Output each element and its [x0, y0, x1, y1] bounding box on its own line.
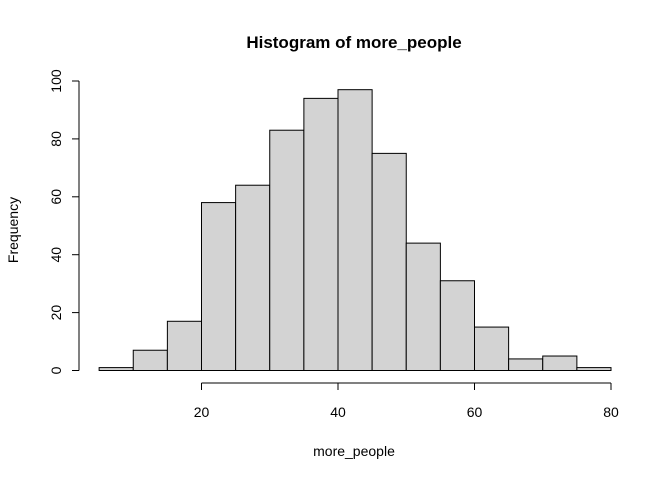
chart-title: Histogram of more_people [246, 33, 461, 52]
y-tick-label: 40 [48, 247, 64, 263]
histogram-bar [235, 184, 271, 371]
histogram-bar [337, 89, 373, 371]
histogram-bar [474, 326, 510, 372]
x-axis: 20 40 60 80 [194, 382, 619, 420]
histogram-bar [303, 97, 339, 372]
y-axis: 0 20 40 60 80 100 [48, 69, 80, 374]
histogram-bar [269, 129, 305, 371]
histogram-bar [508, 358, 544, 372]
y-tick-label: 100 [48, 69, 64, 93]
histogram-bar [542, 355, 578, 371]
histogram-bar [371, 152, 407, 371]
y-axis-label: Frequency [5, 197, 21, 263]
x-tick-label: 60 [467, 404, 483, 420]
y-tick-label: 80 [48, 131, 64, 147]
x-tick-label: 20 [194, 404, 210, 420]
histogram-bar [166, 320, 202, 372]
bars-group [98, 89, 612, 372]
histogram-bar [98, 367, 134, 372]
histogram-bar [439, 280, 475, 372]
x-tick-label: 80 [603, 404, 619, 420]
x-axis-label: more_people [313, 443, 395, 459]
y-tick-label: 60 [48, 189, 64, 205]
y-tick-label: 0 [48, 366, 64, 374]
x-tick-label: 40 [330, 404, 346, 420]
histogram-bar [576, 367, 612, 372]
histogram-bar [132, 349, 168, 371]
histogram-bar [405, 242, 441, 371]
y-tick-label: 20 [48, 305, 64, 321]
histogram-bar [201, 202, 237, 371]
